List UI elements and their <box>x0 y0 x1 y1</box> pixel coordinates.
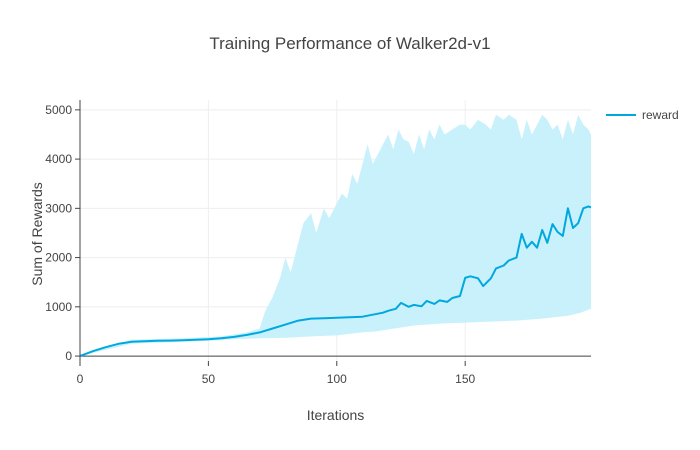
y-tick-label-0: 0 <box>65 349 72 363</box>
x-axis-label: Iterations <box>306 407 365 423</box>
legend-swatch-reward <box>606 114 636 116</box>
y-tick-label-2: 2000 <box>45 251 72 265</box>
y-tick-label-5: 5000 <box>45 103 72 117</box>
reward-series-line <box>79 205 592 358</box>
y-tick-label-1: 1000 <box>45 300 72 314</box>
y-tick-label-4: 4000 <box>45 152 72 166</box>
reward-range-band <box>80 114 591 357</box>
legend-label-reward: reward <box>642 108 679 122</box>
x-tick-label-3: 150 <box>455 372 475 386</box>
legend[interactable]: reward <box>606 108 679 122</box>
x-tick-label-1: 50 <box>202 372 216 386</box>
chart-title: Training Performance of Walker2d-v1 <box>209 34 491 53</box>
y-tick-label-3: 3000 <box>45 201 72 215</box>
x-tick-label-2: 100 <box>327 372 347 386</box>
x-tick-label-0: 0 <box>77 372 84 386</box>
